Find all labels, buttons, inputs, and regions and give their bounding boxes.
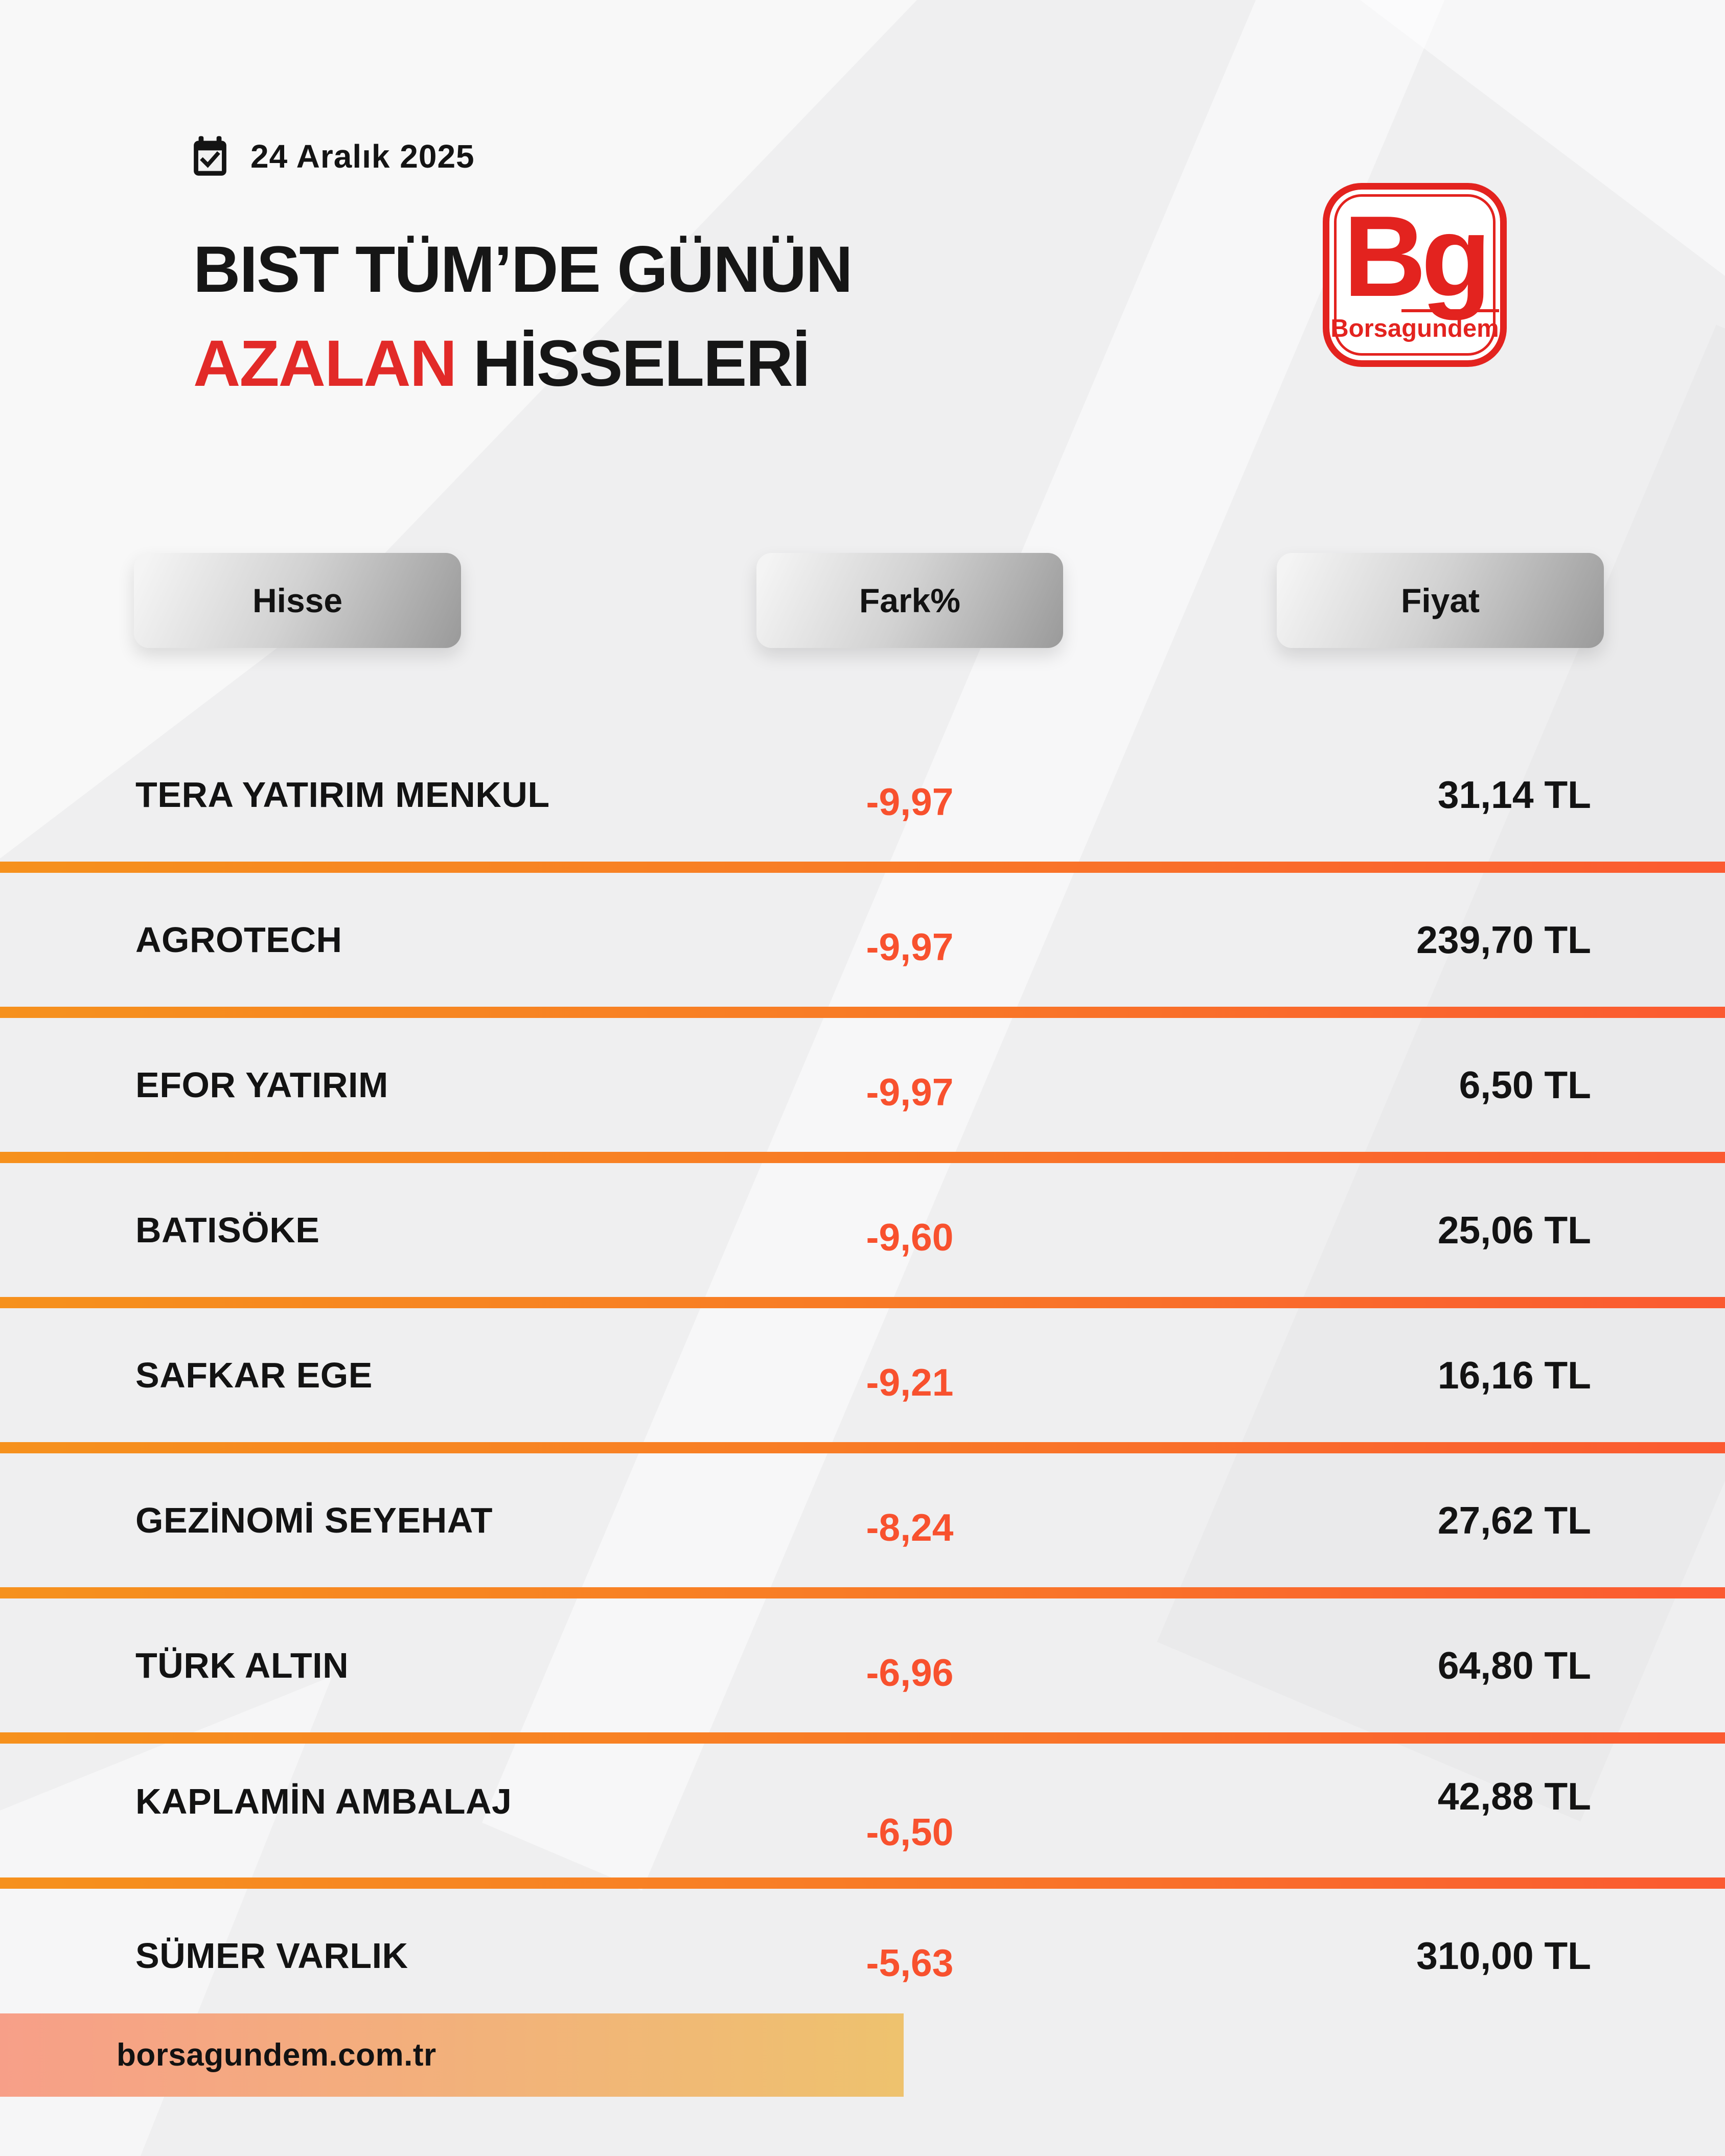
stock-change: -5,63 [866, 1941, 954, 1984]
row-divider [0, 1877, 1725, 1889]
table-row: SÜMER VARLIK -5,63 310,00 TL [0, 1883, 1725, 2028]
stock-name: SAFKAR EGE [135, 1355, 373, 1395]
column-header-fark: Fark% [756, 553, 1063, 648]
logo-wordmark-suffix: gundem [1401, 309, 1499, 342]
stock-change: -9,97 [866, 780, 954, 823]
stock-name: KAPLAMİN AMBALAJ [135, 1781, 512, 1821]
stock-change: -6,96 [866, 1651, 954, 1694]
stock-name: SÜMER VARLIK [135, 1936, 408, 1976]
stock-name: GEZİNOMİ SEYEHAT [135, 1500, 493, 1540]
stock-change: -6,50 [866, 1811, 954, 1853]
table-row: TÜRK ALTIN -6,96 64,80 TL [0, 1593, 1725, 1738]
footer-website: borsagundem.com.tr [117, 2037, 436, 2073]
title-line-1: BIST TÜM’DE GÜNÜN [193, 233, 853, 306]
title-highlight: AZALAN [193, 327, 457, 400]
title-line-2-rest: HİSSELERİ [456, 327, 811, 400]
table-row: EFOR YATIRIM -9,97 6,50 TL [0, 1012, 1725, 1157]
table-row: GEZİNOMİ SEYEHAT -8,24 27,62 TL [0, 1448, 1725, 1593]
stock-table: TERA YATIRIM MENKUL -9,97 31,14 TL AGROTECH… [0, 722, 1725, 2028]
borsagundem-logo: Bg Borsagundem [1323, 183, 1507, 367]
date-label: 24 Aralık 2025 [250, 138, 475, 175]
stock-price: 239,70 TL [1416, 918, 1591, 961]
stock-change: -9,97 [866, 1071, 954, 1114]
table-row: KAPLAMİN AMBALAJ -6,50 42,88 TL [0, 1738, 1725, 1883]
footer-bar: borsagundem.com.tr [0, 2013, 904, 2097]
stock-price: 310,00 TL [1416, 1934, 1591, 1977]
stock-change: -9,97 [866, 925, 954, 968]
stock-name: EFOR YATIRIM [135, 1065, 388, 1105]
stock-price: 31,14 TL [1437, 773, 1591, 816]
stock-change: -9,21 [866, 1361, 954, 1404]
stock-price: 27,62 TL [1437, 1499, 1591, 1542]
column-header-hisse: Hisse [134, 553, 461, 648]
title-line-2: AZALAN HİSSELERİ [193, 317, 852, 411]
calendar-check-icon [190, 134, 230, 179]
row-divider [0, 1297, 1725, 1308]
stock-price: 6,50 TL [1459, 1063, 1591, 1106]
column-header-fiyat: Fiyat [1277, 553, 1604, 648]
stock-change: -9,60 [866, 1216, 954, 1259]
row-divider [0, 1587, 1725, 1598]
stock-name: TÜRK ALTIN [135, 1645, 349, 1685]
page-title: BIST TÜM’DE GÜNÜN AZALAN HİSSELERİ [193, 223, 853, 411]
stock-price: 16,16 TL [1437, 1354, 1591, 1397]
stock-name: TERA YATIRIM MENKUL [135, 775, 550, 815]
table-row: TERA YATIRIM MENKUL -9,97 31,14 TL [0, 722, 1725, 867]
logo-wordmark: Borsagundem [1330, 309, 1499, 343]
stock-change: -8,24 [866, 1506, 954, 1549]
row-divider [0, 1732, 1725, 1744]
row-divider [0, 862, 1725, 873]
date-badge: 24 Aralık 2025 [190, 134, 475, 179]
stock-price: 42,88 TL [1437, 1775, 1591, 1818]
stock-name: AGROTECH [135, 920, 342, 960]
row-divider [0, 1152, 1725, 1163]
table-row: SAFKAR EGE -9,21 16,16 TL [0, 1303, 1725, 1448]
table-row: BATISÖKE -9,60 25,06 TL [0, 1157, 1725, 1303]
logo-monogram: Bg [1343, 191, 1491, 320]
row-divider [0, 1442, 1725, 1453]
stock-name: BATISÖKE [135, 1210, 320, 1250]
table-row: AGROTECH -9,97 239,70 TL [0, 867, 1725, 1012]
row-divider [0, 1007, 1725, 1018]
stock-price: 25,06 TL [1437, 1209, 1591, 1251]
logo-wordmark-prefix: Borsa [1330, 314, 1402, 342]
stock-price: 64,80 TL [1437, 1644, 1591, 1687]
